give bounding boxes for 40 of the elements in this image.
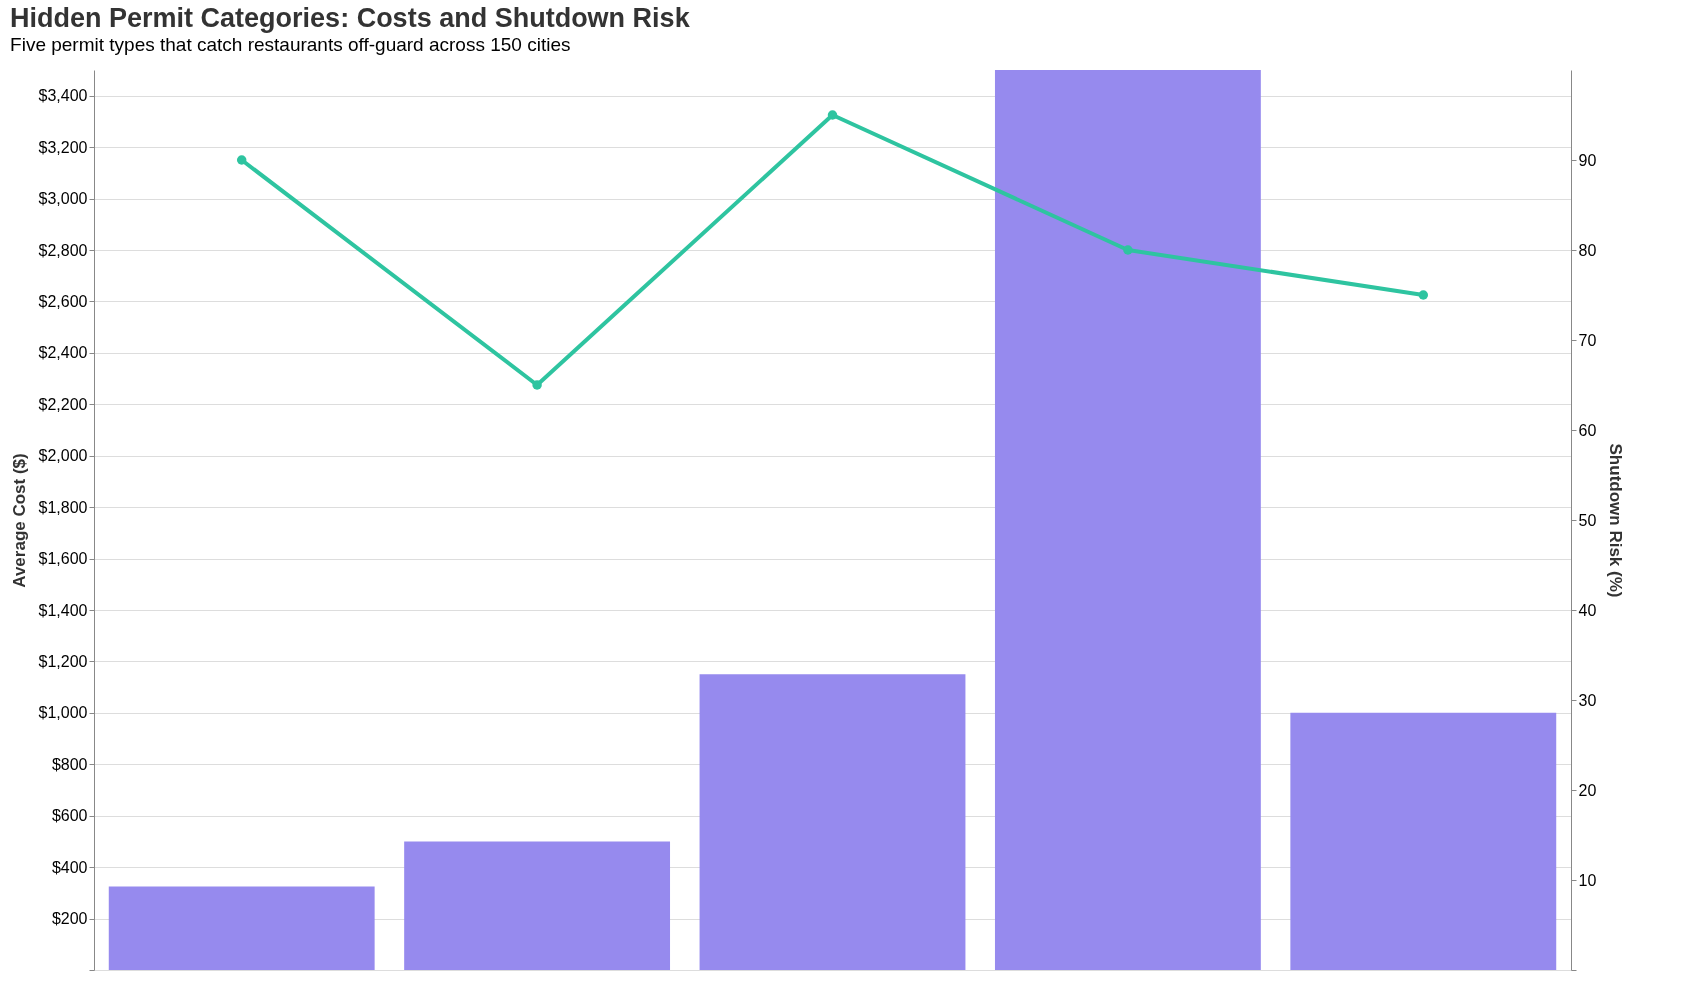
chart-subtitle: Five permit types that catch restaurants off-guard across 150 cities (10, 34, 571, 55)
bar (108, 886, 375, 970)
chart-title: Hidden Permit Categories: Costs and Shutdown Risk (10, 3, 691, 33)
y2-tick-label: 20 (1578, 781, 1597, 799)
y-tick-label: $3,200 (38, 138, 88, 156)
y-tick-label: $2,200 (38, 395, 88, 413)
y2-tick-label: 30 (1578, 691, 1597, 709)
bar (994, 70, 1261, 970)
y-tick-label: $600 (51, 807, 88, 825)
bar (1290, 712, 1557, 970)
y2-tick-label: 50 (1578, 511, 1597, 529)
y-tick-label: $1,800 (38, 498, 88, 516)
point (236, 155, 247, 165)
y2-tick-label: 10 (1578, 871, 1597, 889)
y-tick-label: $1,000 (38, 704, 88, 722)
y-tick-label: $2,800 (38, 241, 88, 259)
y-tick-label: $2,600 (38, 292, 88, 310)
y-tick-label: $2,000 (38, 447, 88, 465)
y-tick-label: $800 (51, 755, 88, 773)
y-tick-label: $1,400 (38, 601, 88, 619)
point (532, 380, 542, 390)
y-tick-label: $3,000 (38, 190, 88, 208)
y-tick-label: $3,400 (38, 87, 88, 105)
point (1418, 290, 1429, 300)
y2-tick-label: 40 (1578, 601, 1597, 619)
y-axis-title: Average Cost ($) (9, 453, 29, 588)
y2-tick-label: 60 (1578, 421, 1597, 439)
point (827, 110, 838, 120)
y2-tick-label: 70 (1578, 331, 1597, 349)
y-tick-label: $400 (51, 858, 88, 876)
y2-axis-title: Shutdown Risk (%) (1606, 443, 1626, 598)
point (1123, 245, 1133, 255)
y2-tick-label: 90 (1578, 151, 1597, 169)
y2-tick-label: 80 (1578, 241, 1597, 259)
y-tick-label: $2,400 (38, 344, 88, 362)
bar (699, 674, 966, 970)
y-tick-label: $1,600 (38, 550, 88, 568)
bar (404, 841, 671, 970)
y-tick-label: $1,200 (38, 652, 88, 670)
y-tick-label: $200 (51, 910, 88, 928)
